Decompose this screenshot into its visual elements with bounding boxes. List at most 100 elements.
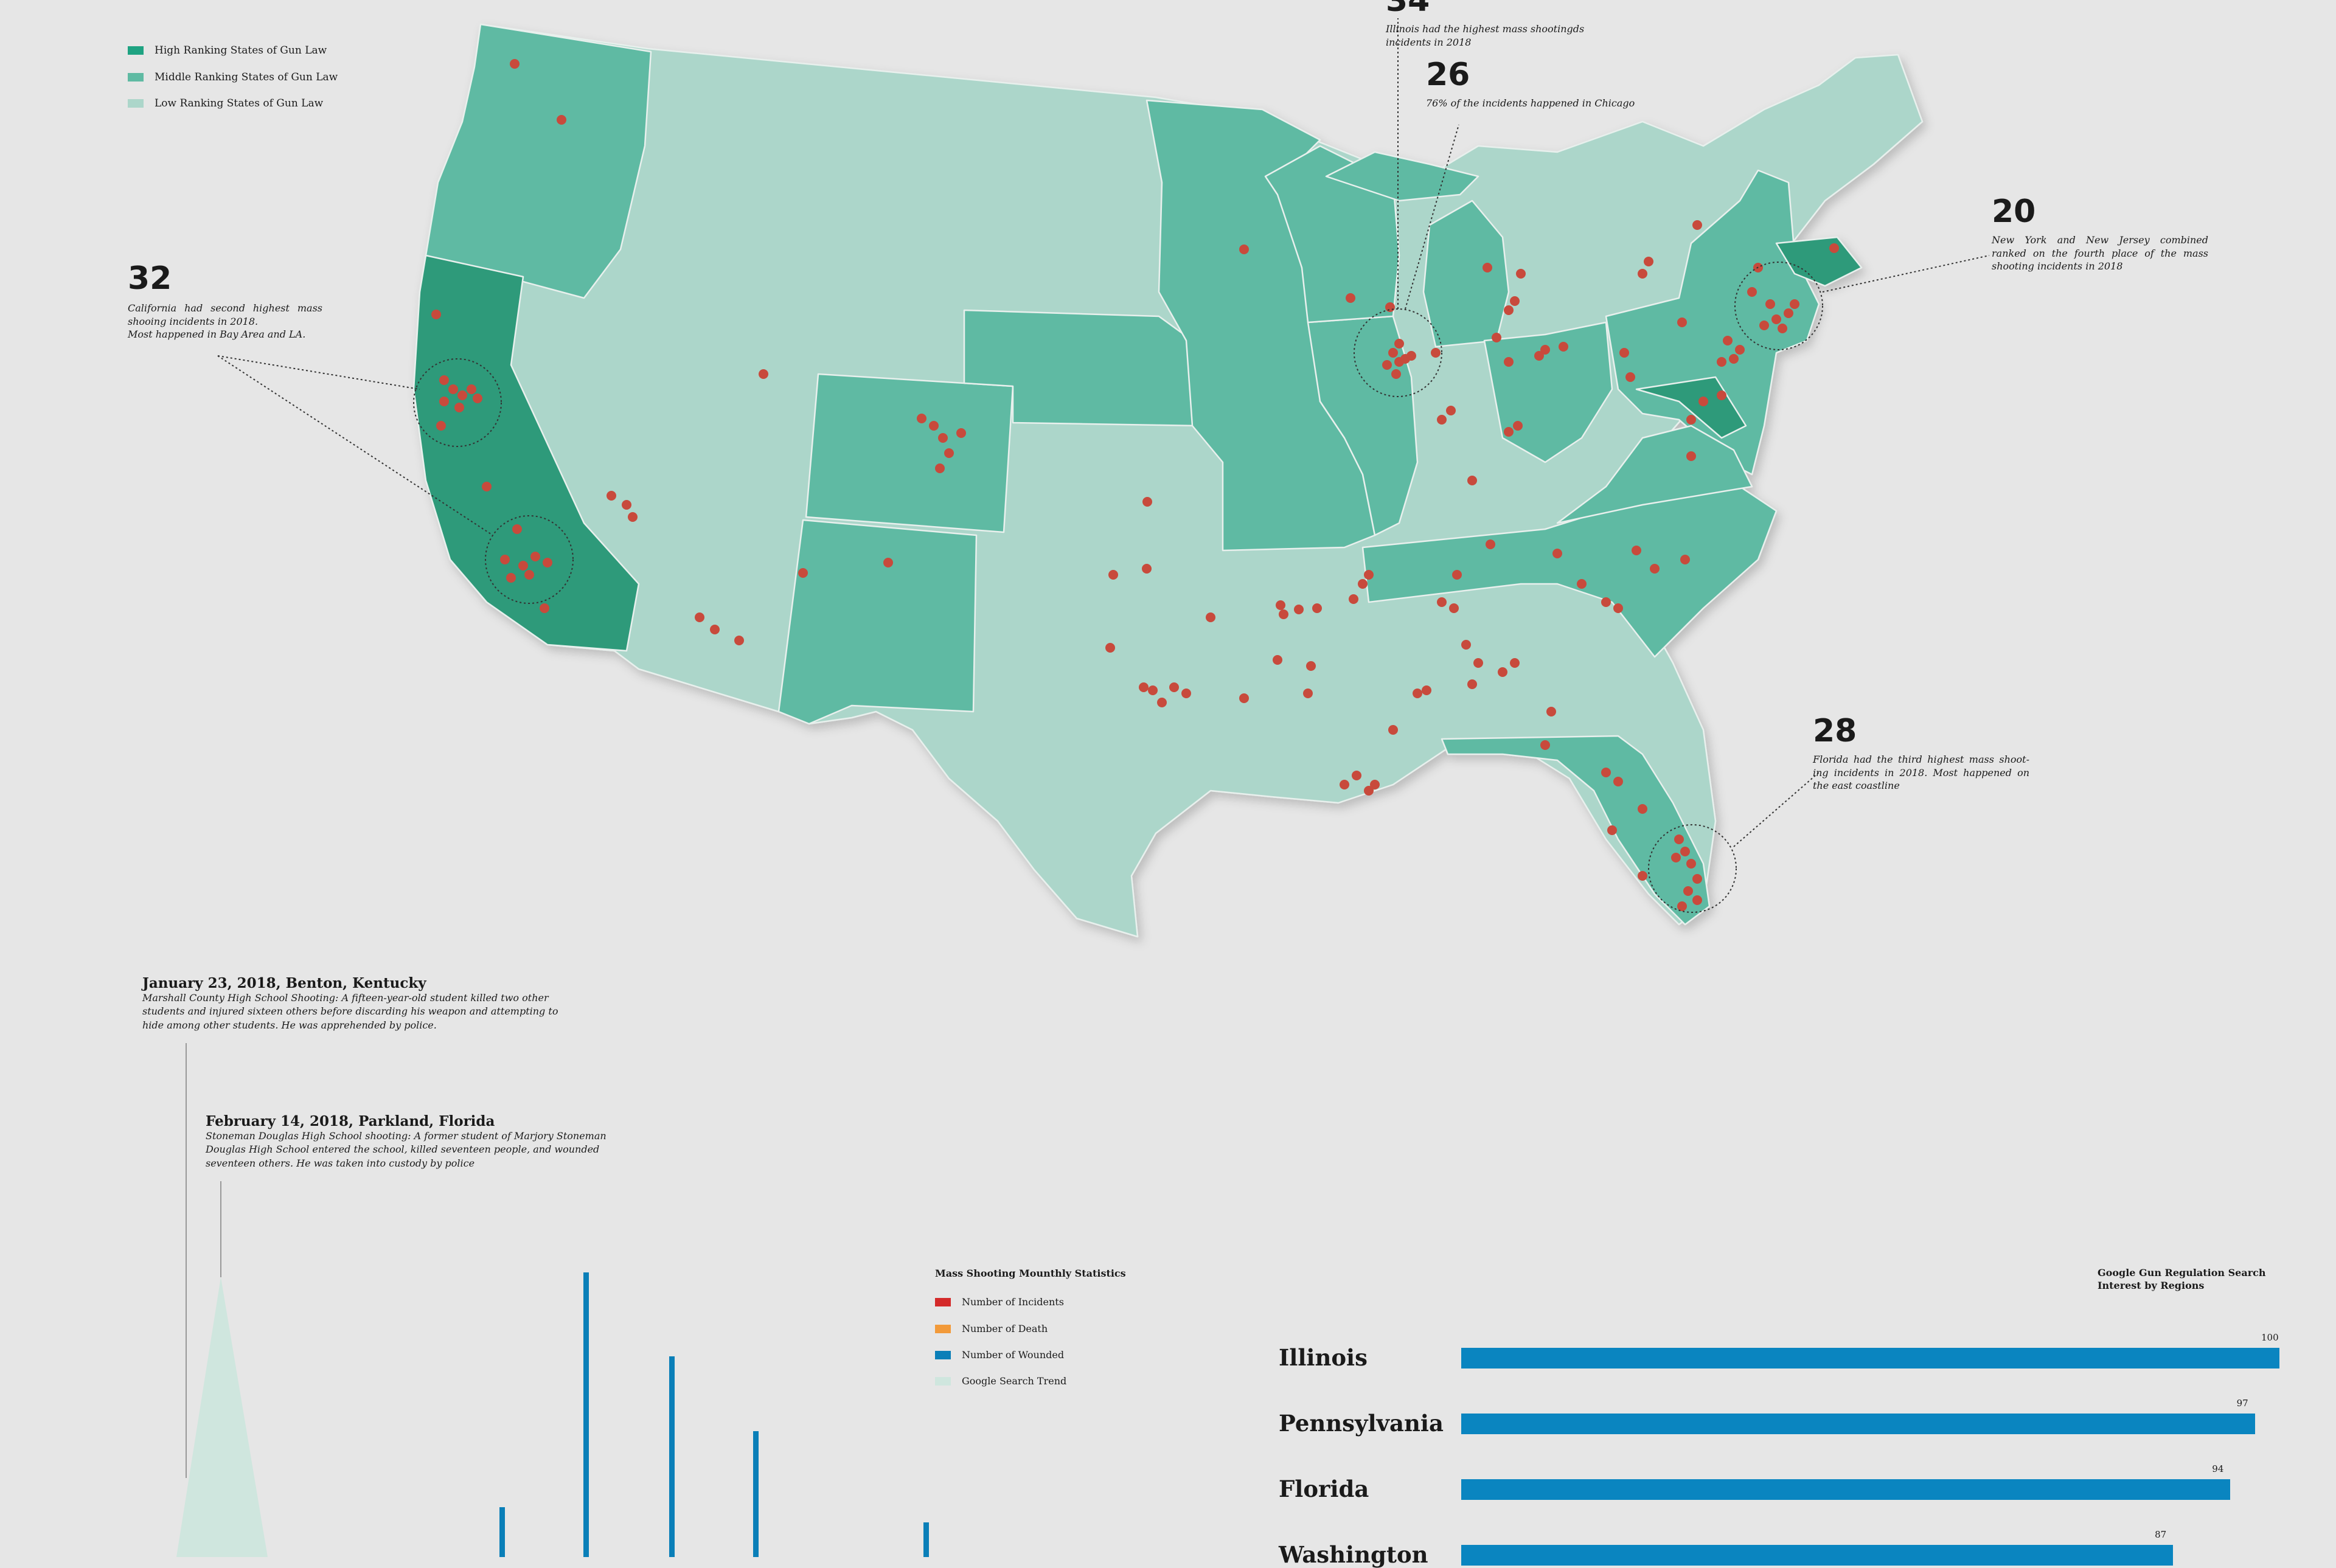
callout-number: 26 (1426, 57, 1470, 93)
incident-dot (1632, 546, 1641, 555)
ny-nj-leader (1822, 255, 1990, 293)
incident-dot (1142, 564, 1152, 574)
incident-dot (1382, 360, 1392, 370)
incident-dot (935, 463, 945, 473)
incident-dot (510, 59, 520, 69)
incident-dot (1239, 693, 1249, 703)
event-benton: January 23, 2018, Benton, Kentucky Marsh… (142, 975, 580, 1032)
interest-title: Google Gun Regulation Search Interest by… (2098, 1267, 2266, 1292)
incident-dot (1446, 406, 1456, 415)
incident-dot (1829, 243, 1839, 253)
incident-dot (1692, 895, 1702, 905)
incident-dot (1492, 333, 1501, 342)
wounded-bar (499, 1507, 505, 1557)
wounded-bar (923, 1522, 929, 1557)
bar-category-label: Florida (1279, 1476, 1369, 1502)
incident-dot (1790, 299, 1799, 309)
event-text: Marshall County High School Shooting: A … (142, 992, 558, 1031)
incident-dot (883, 558, 893, 567)
incident-dot (1698, 397, 1708, 406)
incident-dot (467, 384, 476, 394)
incident-dot (1607, 825, 1617, 835)
bar-category-label: Pennsylvania (1279, 1410, 1444, 1437)
incident-dot (1388, 348, 1398, 358)
incident-dot (1358, 579, 1368, 589)
california-callout: 32 California had second highest mass sh… (128, 263, 322, 341)
ny-nj-circle (1734, 262, 1823, 350)
incident-dot (1686, 415, 1696, 425)
search-trend-peak (176, 1277, 268, 1557)
incident-dot (1391, 369, 1401, 379)
us-map (217, 18, 1990, 938)
incident-dot (1504, 427, 1514, 437)
incident-dot (1279, 609, 1288, 619)
bar-value-label: 87 (2155, 1529, 2167, 1540)
incident-dot (1601, 768, 1611, 777)
chicago-callout: 26 76% of the incidents happened in Chic… (1426, 59, 1669, 110)
incident-dot (1388, 725, 1398, 735)
incident-dot (695, 612, 704, 622)
event-text: Stoneman Douglas High School shooting: A… (206, 1130, 607, 1169)
state-colorado (805, 373, 1014, 533)
incident-dot (1692, 874, 1702, 884)
incident-dot (1671, 853, 1681, 862)
incident-dot (1677, 317, 1687, 327)
incident-dot (540, 603, 549, 613)
incident-dot (431, 310, 441, 319)
legend-label: Middle Ranking States of Gun Law (155, 71, 338, 83)
map-legend-high: High Ranking States of Gun Law (128, 44, 327, 57)
incident-dot (1778, 324, 1787, 333)
california-la-circle (485, 515, 574, 604)
incident-dot (1717, 390, 1726, 400)
incident-dot (1619, 348, 1629, 358)
incident-dot (759, 369, 768, 379)
monthly-legend-death: Number of Death (935, 1323, 1048, 1334)
incident-dot (1473, 658, 1483, 668)
incident-dot (1370, 780, 1380, 789)
incident-dot (1312, 603, 1322, 613)
event-title: February 14, 2018, Parkland, Florida (206, 1113, 495, 1129)
incident-dot (1169, 682, 1179, 692)
incident-dot (512, 524, 522, 534)
incident-dot (1413, 689, 1422, 698)
incident-dot (1108, 570, 1118, 580)
incident-dot (1723, 336, 1733, 345)
state-nebraska (963, 309, 1200, 427)
incident-dot (1516, 269, 1526, 279)
legend-label: Number of Incidents (962, 1296, 1064, 1308)
incident-dot (457, 390, 467, 400)
incident-dot (454, 403, 464, 412)
bar-value-label: 100 (2261, 1332, 2279, 1343)
florida-circle (1648, 824, 1737, 913)
incident-dot (1449, 603, 1459, 613)
incident-dot (1650, 564, 1660, 574)
incident-dot (1674, 834, 1684, 844)
bar-category-label: Washington (1279, 1541, 1428, 1568)
interest-title-line1: Google Gun Regulation Search (2098, 1267, 2266, 1278)
incident-dot (1431, 348, 1441, 358)
callout-text: Most happened in Bay Area and LA. (128, 328, 306, 341)
state-virginia (1556, 425, 1753, 524)
incident-dot (1729, 354, 1739, 364)
incident-dot (1437, 597, 1447, 607)
incident-dot (530, 552, 540, 561)
incident-dot (1306, 661, 1316, 671)
incident-dot (500, 555, 510, 564)
incident-dot (1638, 804, 1647, 814)
legend-swatch (935, 1324, 951, 1333)
incident-dot (1559, 342, 1568, 352)
incident-dot (956, 428, 966, 438)
legend-swatch (128, 99, 144, 108)
state-massachusetts (1775, 236, 1863, 287)
illinois-callout: 34 Illinois had the highest mass shootin… (1386, 0, 1593, 49)
incident-dot (710, 625, 720, 634)
incident-dot (607, 491, 616, 501)
incident-dot (518, 561, 528, 571)
wounded-bar (583, 1272, 589, 1557)
incident-dot (1486, 539, 1495, 549)
incident-dot (1273, 655, 1282, 665)
incident-dot (1540, 345, 1550, 355)
california-leader (217, 355, 420, 390)
map-legend-middle: Middle Ranking States of Gun Law (128, 71, 338, 83)
incident-dot (448, 384, 458, 394)
